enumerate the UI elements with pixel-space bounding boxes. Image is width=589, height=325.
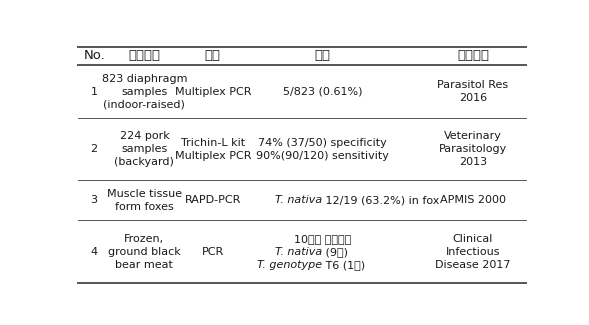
Text: T. nativa: T. nativa — [275, 195, 322, 205]
Text: Multiplex PCR: Multiplex PCR — [174, 150, 251, 161]
Text: samples: samples — [121, 86, 167, 97]
Text: 1: 1 — [91, 86, 98, 97]
Text: 2013: 2013 — [459, 157, 487, 167]
Text: 2016: 2016 — [459, 93, 487, 103]
Text: (9명): (9명) — [322, 247, 349, 257]
Text: 2: 2 — [91, 144, 98, 154]
Text: 74% (37/50) specificity: 74% (37/50) specificity — [258, 137, 387, 148]
Text: (backyard): (backyard) — [114, 157, 174, 167]
Text: ground black: ground black — [108, 247, 181, 257]
Text: Clinical: Clinical — [453, 234, 493, 244]
Text: 224 pork: 224 pork — [120, 131, 169, 141]
Text: 10명의 환자발생: 10명의 환자발생 — [294, 234, 351, 244]
Text: T. genotype: T. genotype — [257, 260, 322, 270]
Text: T6 (1명): T6 (1명) — [322, 260, 366, 270]
Text: RAPD-PCR: RAPD-PCR — [185, 195, 241, 205]
Text: Infectious: Infectious — [446, 247, 500, 257]
Text: Parasitol Res: Parasitol Res — [438, 80, 509, 90]
Text: 5/823 (0.61%): 5/823 (0.61%) — [283, 86, 362, 97]
Text: 참고문헌: 참고문헌 — [457, 49, 489, 62]
Text: 검사시료: 검사시료 — [128, 49, 160, 62]
Text: 4: 4 — [91, 247, 98, 257]
Text: 방법: 방법 — [205, 49, 221, 62]
Text: Muscle tissue: Muscle tissue — [107, 189, 182, 199]
Text: Multiplex PCR: Multiplex PCR — [174, 86, 251, 97]
Text: bear meat: bear meat — [115, 260, 173, 270]
Text: 823 diaphragm: 823 diaphragm — [102, 73, 187, 84]
Text: PCR: PCR — [201, 247, 224, 257]
Text: form foxes: form foxes — [115, 202, 174, 212]
Text: samples: samples — [121, 144, 167, 154]
Text: Disease 2017: Disease 2017 — [435, 260, 511, 270]
Text: T. nativa: T. nativa — [275, 247, 322, 257]
Text: Frozen,: Frozen, — [124, 234, 164, 244]
Text: Parasitology: Parasitology — [439, 144, 507, 154]
Text: (indoor-raised): (indoor-raised) — [104, 99, 186, 110]
Text: No.: No. — [83, 49, 105, 62]
Text: Trichin-L kit: Trichin-L kit — [181, 137, 245, 148]
Text: 12/19 (63.2%) in fox: 12/19 (63.2%) in fox — [322, 195, 440, 205]
Text: APMIS 2000: APMIS 2000 — [440, 195, 506, 205]
Text: 90%(90/120) sensitivity: 90%(90/120) sensitivity — [256, 150, 389, 161]
Text: 3: 3 — [91, 195, 98, 205]
Text: Veterinary: Veterinary — [444, 131, 502, 141]
Text: 결과: 결과 — [315, 49, 330, 62]
